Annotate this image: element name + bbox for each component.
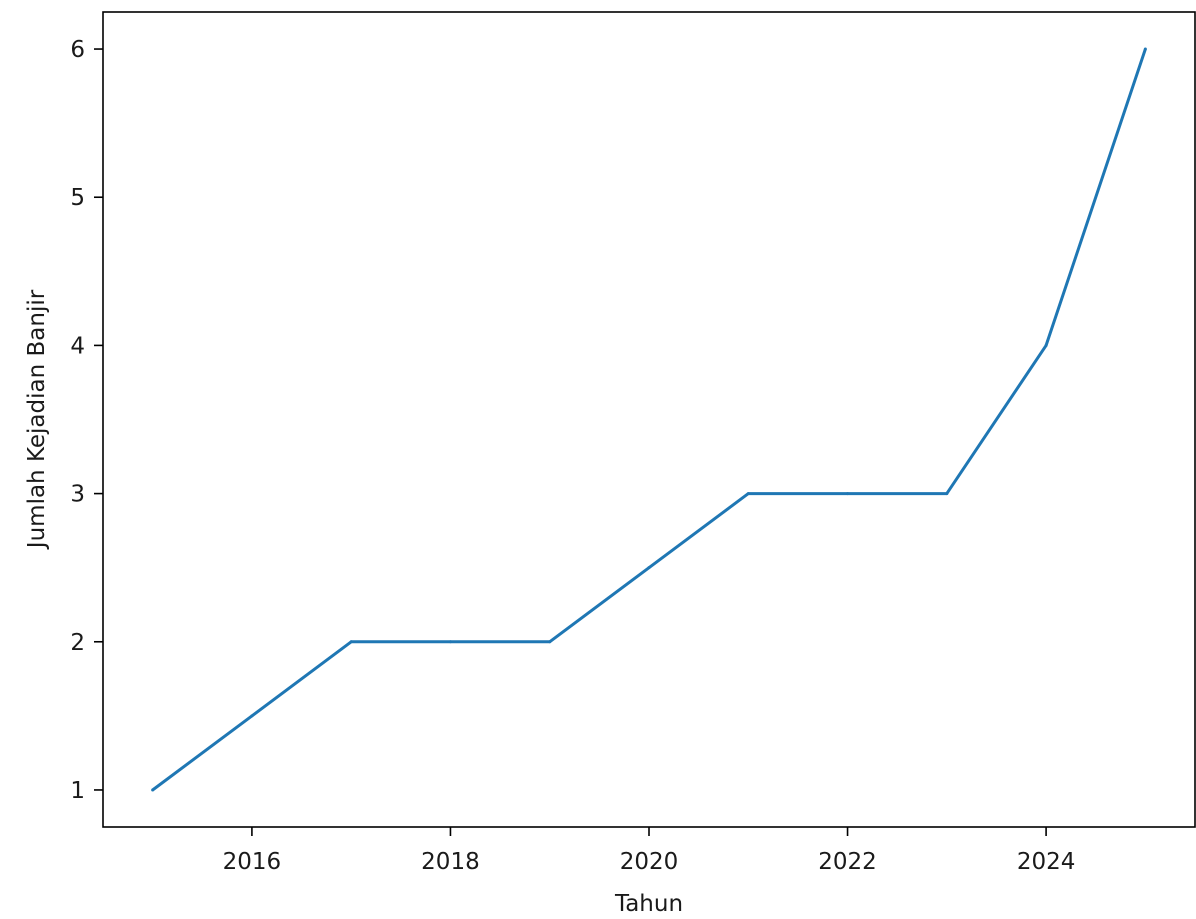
data-point — [1143, 47, 1147, 51]
data-point — [746, 492, 750, 496]
data-point — [448, 640, 452, 644]
x-tick-label: 2016 — [223, 849, 282, 875]
x-tick-label: 2024 — [1017, 849, 1076, 875]
data-point — [548, 640, 552, 644]
data-point — [1044, 343, 1048, 347]
x-tick-label: 2018 — [421, 849, 480, 875]
y-tick-label: 5 — [70, 185, 85, 211]
x-axis-label: Tahun — [614, 891, 683, 917]
y-tick-label: 3 — [70, 482, 85, 508]
series-layer — [151, 47, 1147, 792]
series-line — [151, 48, 1147, 792]
x-tick-label: 2020 — [620, 849, 679, 875]
data-point — [945, 492, 949, 496]
data-point — [647, 566, 651, 570]
data-point — [349, 640, 353, 644]
data-point — [250, 714, 254, 718]
x-tick-label: 2022 — [818, 849, 877, 875]
y-axis: 1 2 3 4 5 6 — [70, 37, 103, 804]
y-tick-label: 6 — [70, 37, 85, 63]
data-point — [151, 788, 155, 792]
y-tick-label: 2 — [70, 630, 85, 656]
y-tick-label: 1 — [70, 778, 85, 804]
data-point — [846, 492, 850, 496]
x-axis: 2016 2018 2020 2022 2024 — [223, 827, 1076, 875]
y-axis-label: Jumlah Kejadian Banjir — [24, 289, 50, 550]
y-tick-label: 4 — [70, 333, 85, 359]
